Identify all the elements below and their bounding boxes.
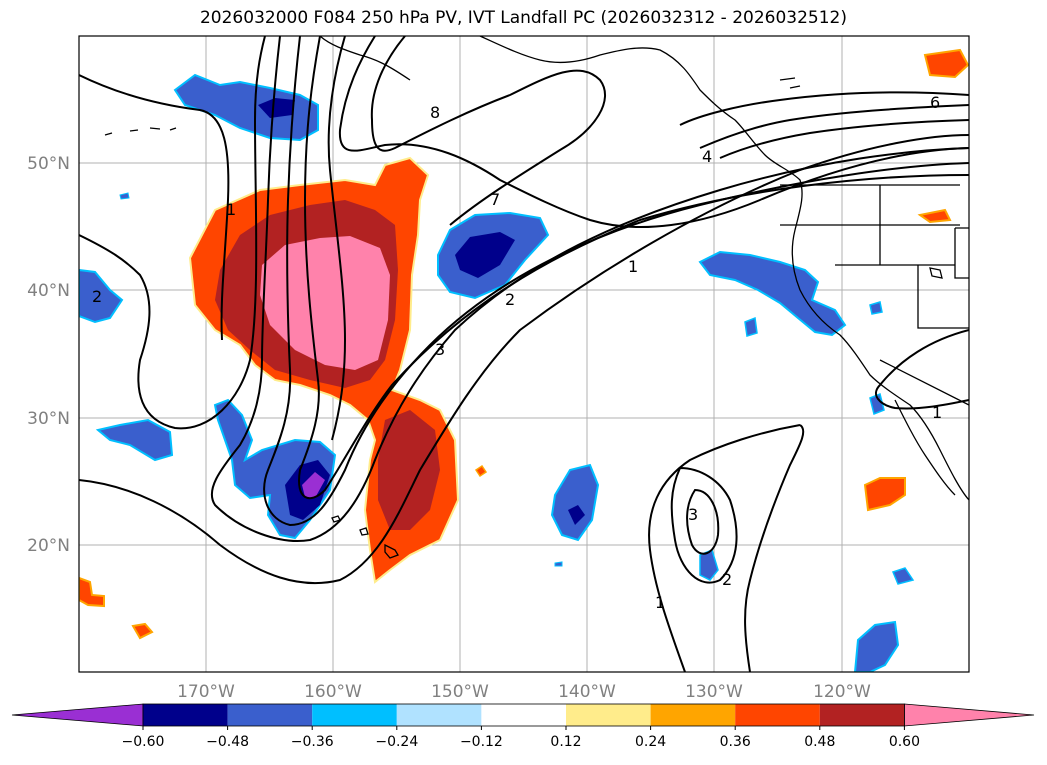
contour-label: 7 [490, 190, 500, 209]
colorbar-tick-label: 0.36 [720, 734, 751, 750]
contour-label: 4 [702, 147, 712, 166]
lon-label: 130°W [685, 682, 743, 702]
colorbar: −0.60 −0.48 −0.36 −0.24 −0.12 0.12 0.24 0.36 0.4… [11, 703, 1035, 750]
colorbar-segment [650, 704, 736, 726]
colorbar-segment [735, 704, 820, 726]
colorbar-tick-label: −0.24 [375, 734, 418, 750]
lat-label: 40°N [27, 281, 70, 301]
map-plot-area: 8 7 6 4 1 2 3 2 1 1 3 2 1 [79, 36, 969, 672]
map-background [79, 36, 969, 672]
lon-label: 120°W [813, 682, 871, 702]
longitude-labels: 170°W 160°W 150°W 140°W 130°W 120°W [177, 682, 871, 702]
colorbar-segment [143, 704, 228, 726]
lat-label: 20°N [27, 536, 70, 556]
coastlines [104, 36, 969, 559]
lat-label: 50°N [27, 154, 70, 174]
map-title: 2026032000 F084 250 hPa PV, IVT Landfall… [199, 8, 847, 28]
map-frame [78, 35, 970, 673]
colorbar-tick-label: −0.36 [291, 734, 334, 750]
colorbar-tick-label: 0.24 [635, 734, 666, 750]
contour-label: 1 [226, 200, 236, 219]
lon-label: 150°W [431, 682, 489, 702]
pv-negative-anomaly [79, 73, 915, 672]
colorbar-segment [566, 704, 651, 726]
latitude-labels: 50°N 40°N 30°N 20°N [27, 154, 70, 556]
contour-label: 3 [688, 505, 698, 524]
colorbar-tick-label: 0.48 [804, 734, 835, 750]
colorbar-frame [142, 703, 905, 727]
colorbar-tick-label: −0.12 [460, 734, 503, 750]
colorbar-extend-high [904, 703, 1035, 727]
colorbar-segment [396, 704, 482, 726]
colorbar-tick-label: 0.12 [550, 734, 581, 750]
contour-label: 2 [92, 287, 102, 306]
colorbar-segment [819, 704, 905, 726]
contour-label: 8 [430, 103, 440, 122]
colorbar-extend-low [11, 703, 144, 727]
contour-label: 2 [722, 570, 732, 589]
lon-label: 170°W [177, 682, 235, 702]
colorbar-tick-label: 0.60 [889, 734, 920, 750]
colorbar-segment [312, 704, 397, 726]
contour-label: 6 [930, 93, 940, 112]
lon-label: 160°W [304, 682, 362, 702]
lon-label: 140°W [558, 682, 616, 702]
lat-label: 30°N [27, 409, 70, 429]
contour-label: 1 [655, 593, 665, 612]
ivt-contours [79, 36, 969, 672]
contour-label: 1 [628, 257, 638, 276]
colorbar-segment [481, 704, 566, 726]
colorbar-tick-label: −0.60 [122, 734, 165, 750]
contour-label: 1 [932, 403, 942, 422]
colorbar-tick-label: −0.48 [206, 734, 249, 750]
contour-label: 3 [435, 340, 445, 359]
contour-labels: 8 7 6 4 1 2 3 2 1 1 3 2 1 [92, 93, 942, 612]
contour-label: 2 [505, 290, 515, 309]
colorbar-segment [227, 704, 313, 726]
